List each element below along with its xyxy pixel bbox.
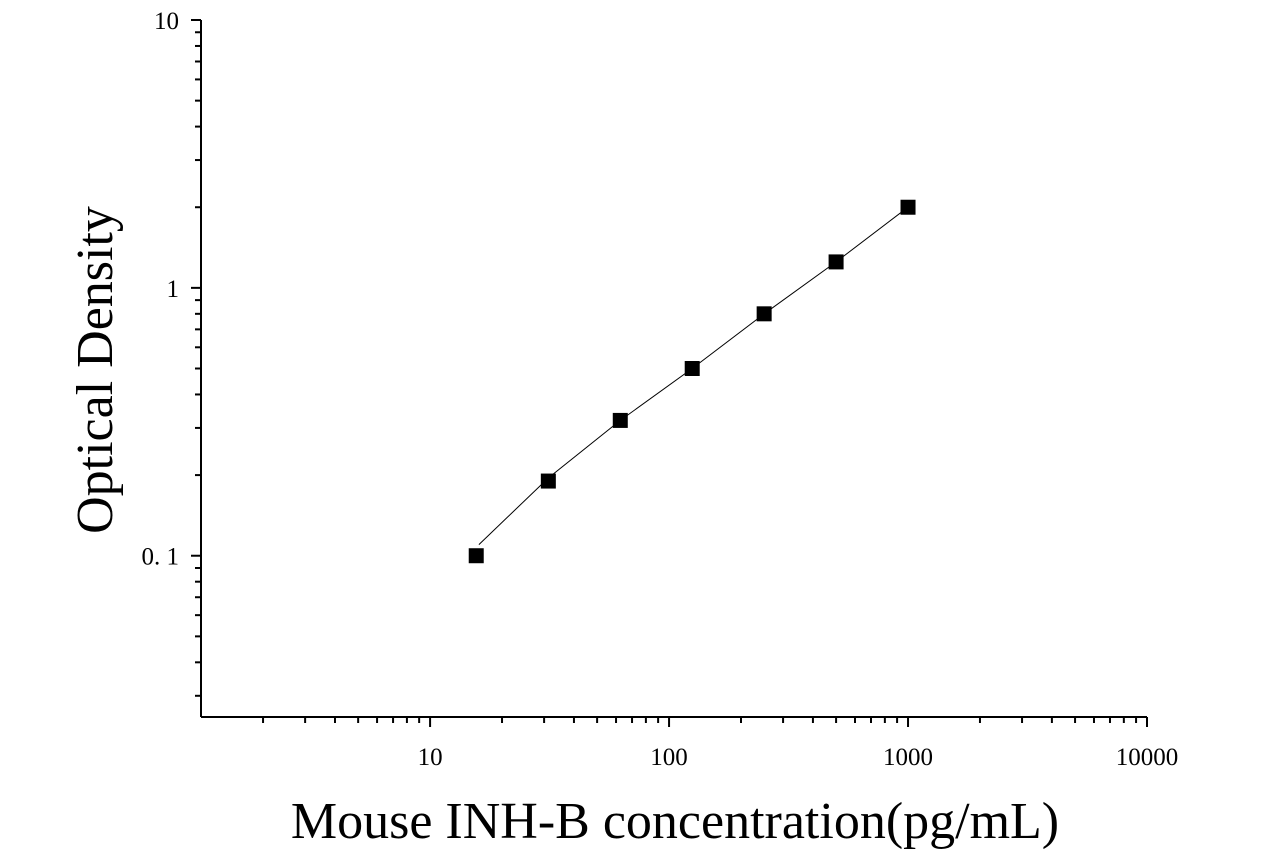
data-point bbox=[756, 306, 772, 322]
axes: 10 100 1000 10000 10 1 0. 1 bbox=[142, 8, 1179, 771]
y-tick-label: 0. 1 bbox=[142, 544, 180, 571]
data-point bbox=[468, 548, 484, 564]
x-tick-label: 10000 bbox=[1116, 744, 1179, 771]
data-points bbox=[468, 199, 916, 564]
data-point bbox=[900, 199, 916, 215]
x-tick-label: 100 bbox=[650, 744, 688, 771]
y-tick-label: 1 bbox=[167, 276, 180, 303]
x-axis-label: Mouse INH-B concentration(pg/mL) bbox=[291, 793, 1059, 850]
y-tick-label: 10 bbox=[154, 8, 179, 35]
data-point bbox=[540, 473, 556, 489]
data-point bbox=[612, 412, 628, 428]
x-tick-label: 1000 bbox=[883, 744, 933, 771]
y-axis-label: Optical Density bbox=[67, 206, 124, 534]
data-point bbox=[828, 254, 844, 270]
data-point bbox=[684, 361, 700, 376]
x-tick-label: 10 bbox=[418, 744, 443, 771]
